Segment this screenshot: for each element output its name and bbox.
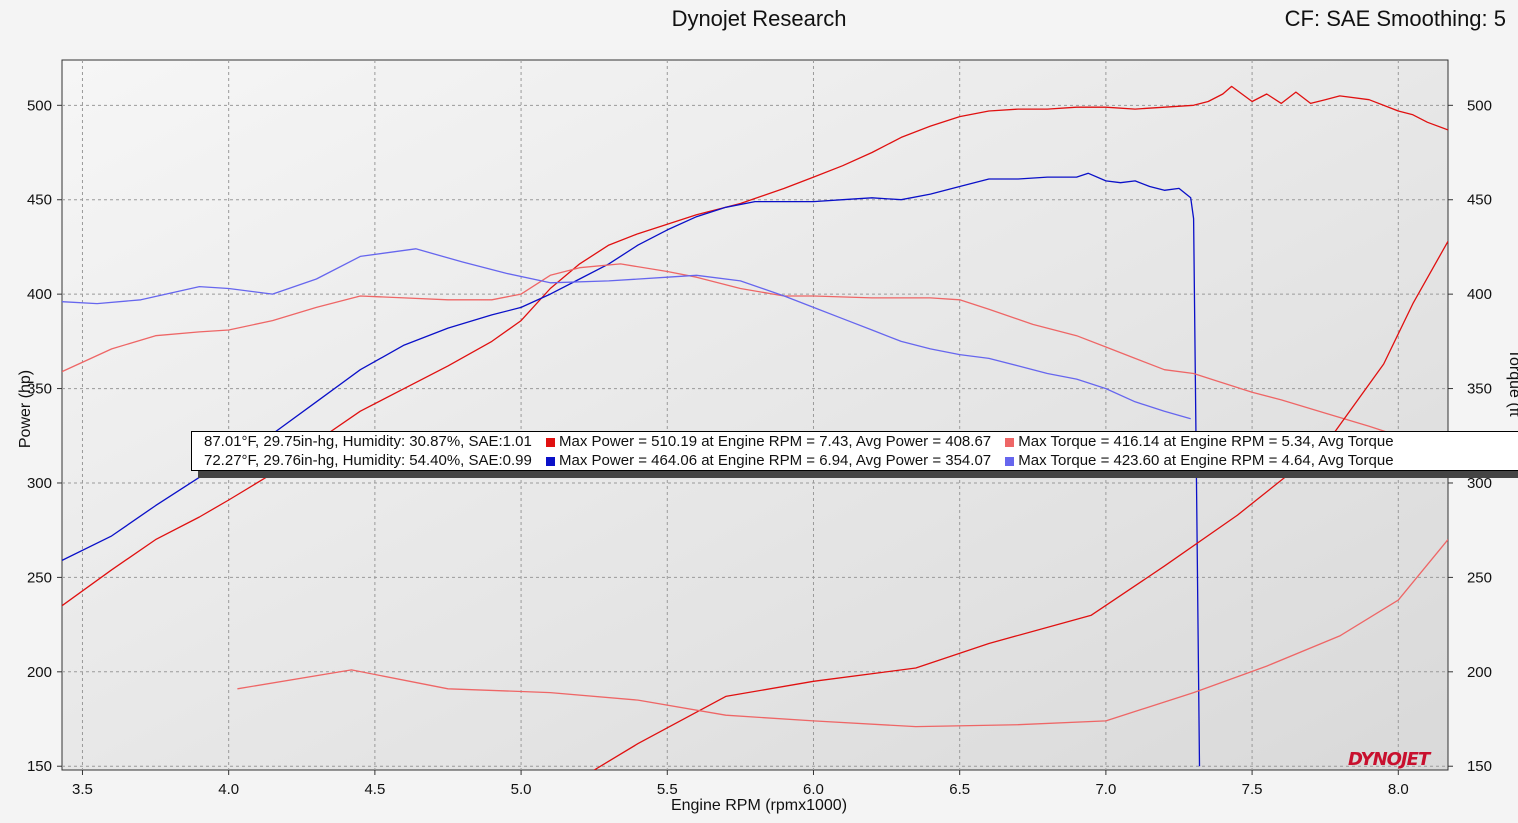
x-axis-label: Engine RPM (rpmx1000) <box>670 797 848 814</box>
y-axis-right-ticks: 150 200 250 300 350 400 450 500 <box>1448 97 1492 775</box>
legend-torque: Max Torque = 423.60 at Engine RPM = 4.64… <box>1018 452 1394 469</box>
dynojet-logo: DYNOJET <box>1348 749 1430 770</box>
x-tick-label: 7.5 <box>1242 781 1263 798</box>
y-axis-left-ticks: 150 200 250 300 350 400 450 500 <box>27 97 62 775</box>
y-tick-label-left: 350 <box>27 381 52 398</box>
plot-area <box>61 59 1449 771</box>
x-axis-ticks: 3.5 4.0 4.5 5.0 5.5 6.0 6.5 7.0 7.5 8.0 <box>72 770 1409 798</box>
x-tick-label: 5.0 <box>511 781 532 798</box>
y-tick-label-left: 500 <box>27 97 52 114</box>
y-tick-label-left: 450 <box>27 192 52 209</box>
y-tick-label-left: 150 <box>27 758 52 775</box>
y-axis-left-label: Power (hp) <box>17 369 34 449</box>
x-tick-label: 5.5 <box>657 781 678 798</box>
legend-power: Max Power = 464.06 at Engine RPM = 6.94,… <box>559 452 992 469</box>
legend-conditions: 87.01°F, 29.75in-hg, Humidity: 30.87%, S… <box>204 433 532 450</box>
y-tick-label-right: 250 <box>1467 569 1492 586</box>
series-line-4 <box>62 248 1191 420</box>
series-line-1 <box>62 85 1448 607</box>
legend-conditions: 72.27°F, 29.76in-hg, Humidity: 54.40%, S… <box>204 452 532 469</box>
y-tick-label-right: 200 <box>1467 664 1492 681</box>
grid-lines <box>62 60 1448 770</box>
y-tick-label-right: 450 <box>1467 192 1492 209</box>
legend-row-1: 87.01°F, 29.75in-hg, Humidity: 30.87%, S… <box>204 432 1394 451</box>
y-tick-label-left: 250 <box>27 569 52 586</box>
y-tick-label-right: 300 <box>1467 475 1492 492</box>
series-line-2 <box>62 172 1201 767</box>
x-tick-label: 6.0 <box>803 781 824 798</box>
chart-title: Dynojet Research <box>671 6 847 31</box>
run-legend: 87.01°F, 29.75in-hg, Humidity: 30.87%, S… <box>191 431 1518 471</box>
y-axis-right-label: Torque (ft <box>1506 349 1518 417</box>
series-line-3 <box>62 263 1448 450</box>
x-tick-label: 8.0 <box>1388 781 1409 798</box>
y-tick-label-right: 350 <box>1467 381 1492 398</box>
y-tick-label-right: 500 <box>1467 97 1492 114</box>
series-line-5 <box>593 240 1448 770</box>
power-swatch-icon <box>546 437 556 447</box>
x-tick-label: 7.0 <box>1095 781 1116 798</box>
series-line-6 <box>237 539 1448 728</box>
legend-power: Max Power = 510.19 at Engine RPM = 7.43,… <box>559 433 992 450</box>
y-tick-label-left: 300 <box>27 475 52 492</box>
y-tick-label-left: 200 <box>27 664 52 681</box>
correction-factor-label: CF: SAE Smoothing: 5 <box>1284 6 1506 31</box>
torque-swatch-icon <box>1005 456 1015 466</box>
x-tick-label: 4.5 <box>364 781 385 798</box>
x-tick-label: 4.0 <box>218 781 239 798</box>
y-tick-label-right: 400 <box>1467 286 1492 303</box>
series-group <box>62 85 1448 770</box>
torque-swatch-icon <box>1005 437 1015 447</box>
y-tick-label-right: 150 <box>1467 758 1492 775</box>
x-tick-label: 3.5 <box>72 781 93 798</box>
x-tick-label: 6.5 <box>949 781 970 798</box>
legend-torque: Max Torque = 416.14 at Engine RPM = 5.34… <box>1018 433 1394 450</box>
legend-row-2: 72.27°F, 29.76in-hg, Humidity: 54.40%, S… <box>204 451 1394 470</box>
y-tick-label-left: 400 <box>27 286 52 303</box>
power-swatch-icon <box>546 456 556 466</box>
